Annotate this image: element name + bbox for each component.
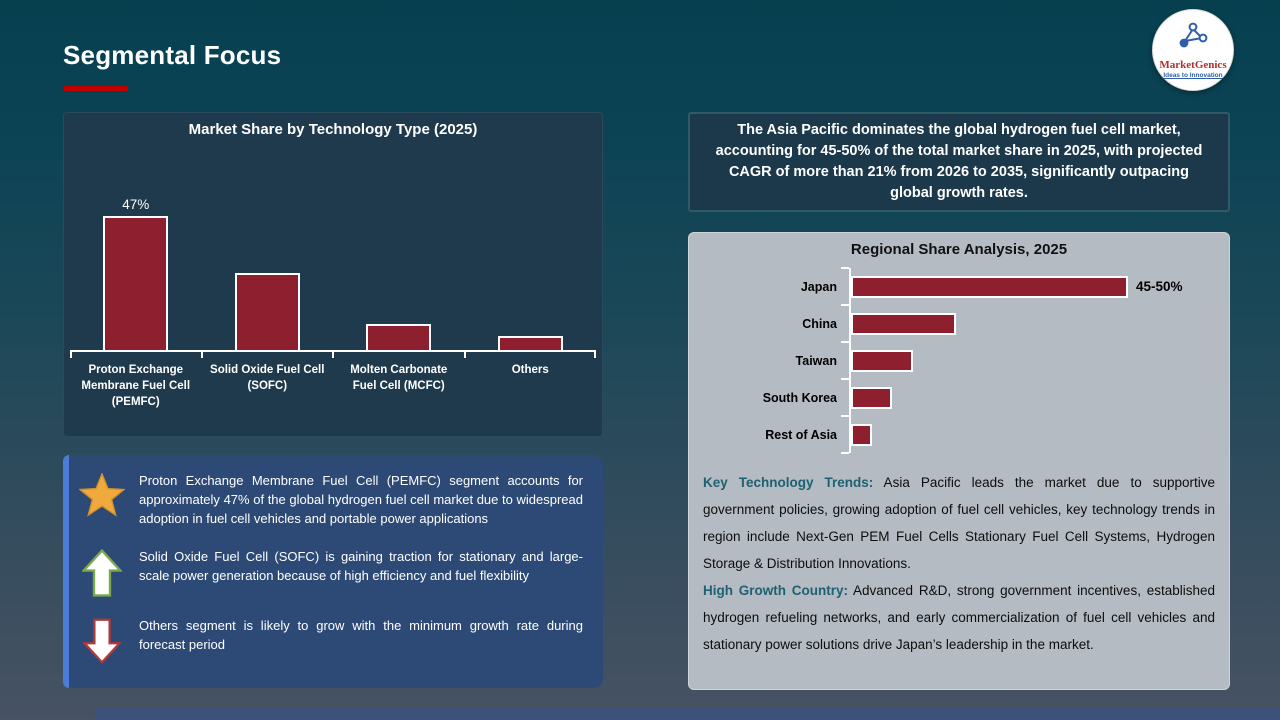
regional-bar-area	[841, 304, 1215, 342]
regional-bar-area	[841, 341, 1215, 379]
regional-axis-tick	[841, 341, 849, 343]
tech-axis-tick	[70, 352, 72, 358]
regional-bar	[851, 423, 872, 446]
tech-bar-column: 47%	[70, 153, 202, 350]
regional-bar-area: 45-50%	[841, 267, 1215, 305]
logo-tagline-text: Ideas to Innovation	[1163, 71, 1223, 79]
insights-box: Proton Exchange Membrane Fuel Cell (PEMF…	[63, 455, 603, 688]
technology-chart-title: Market Share by Technology Type (2025)	[188, 121, 478, 138]
page-title: Segmental Focus	[63, 40, 282, 70]
regional-chart-row: Taiwan	[703, 341, 1215, 379]
regional-axis-tick	[841, 415, 849, 417]
molecule-icon	[1176, 22, 1210, 57]
trend-paragraph-technology: Key Technology Trends: Asia Pacific lead…	[703, 469, 1215, 577]
logo-brand-text: MarketGenics	[1159, 58, 1227, 71]
insight-text-others: Others segment is likely to grow with th…	[139, 618, 583, 653]
technology-chart-panel: Market Share by Technology Type (2025) 4…	[63, 112, 603, 437]
trend-paragraph-country: High Growth Country: Advanced R&D, stron…	[703, 577, 1215, 658]
trends-text-block: Key Technology Trends: Asia Pacific lead…	[703, 469, 1215, 658]
regional-bar-area	[841, 378, 1215, 416]
regional-chart: Japan 45-50% China Taiwan South Korea Rest of…	[703, 267, 1215, 454]
regional-category-label: South Korea	[762, 390, 837, 405]
insight-row-others: Others segment is likely to grow with th…	[79, 616, 583, 665]
star-icon	[79, 471, 125, 528]
regional-chart-row: Rest of Asia	[703, 415, 1215, 454]
tech-bar	[234, 273, 300, 350]
regional-chart-row: Japan 45-50%	[703, 267, 1215, 305]
insight-text-sofc: Solid Oxide Fuel Cell (SOFC) is gaining …	[139, 549, 583, 584]
down-arrow-icon	[79, 616, 125, 665]
tech-bar	[497, 335, 563, 350]
technology-chart-plot: 47%	[70, 153, 597, 358]
regional-analysis-panel: Regional Share Analysis, 2025 Japan 45-50…	[688, 232, 1230, 690]
asia-pacific-callout-text: The Asia Pacific dominates the global hy…	[715, 121, 1203, 202]
asia-pacific-callout: The Asia Pacific dominates the global hy…	[688, 112, 1230, 212]
tech-axis-tick	[332, 352, 334, 358]
marketgenics-logo: MarketGenics Ideas to Innovation	[1152, 9, 1234, 91]
trend-lead-country: High Growth Country:	[703, 583, 848, 598]
regional-category-label: Taiwan	[795, 353, 837, 368]
insight-row-pemfc: Proton Exchange Membrane Fuel Cell (PEMF…	[79, 471, 583, 528]
regional-bar	[851, 275, 1128, 298]
tech-axis-tick	[594, 352, 596, 358]
tech-bar	[103, 216, 169, 350]
insight-text-pemfc: Proton Exchange Membrane Fuel Cell (PEMF…	[139, 473, 583, 527]
trend-body-technology: Asia Pacific leads the market due to sup…	[703, 475, 1215, 571]
regional-axis-tick	[841, 452, 849, 454]
tech-bar-column	[465, 153, 597, 350]
tech-category-label: Proton Exchange Membrane Fuel Cell (PEMF…	[81, 364, 191, 409]
tech-bar	[366, 324, 432, 350]
bottom-accent-bar	[95, 707, 1280, 720]
regional-category-label: Japan	[800, 279, 837, 294]
regional-bar-area	[841, 415, 1215, 454]
trend-lead-technology: Key Technology Trends:	[703, 475, 874, 490]
regional-chart-row: South Korea	[703, 378, 1215, 416]
regional-axis-tick	[841, 304, 849, 306]
regional-bar-data-label: 45-50%	[1136, 279, 1183, 294]
tech-bar-data-label: 47%	[122, 197, 150, 212]
regional-category-label: Rest of Asia	[765, 427, 837, 442]
title-underline	[64, 86, 128, 91]
tech-bar-column	[333, 153, 465, 350]
regional-bar	[851, 312, 956, 335]
regional-bar	[851, 386, 892, 409]
tech-axis-tick	[200, 352, 203, 358]
regional-category-label: China	[802, 316, 837, 331]
tech-axis-tick	[463, 352, 466, 358]
tech-bar-column	[202, 153, 334, 350]
tech-category-label: Molten Carbonate Fuel Cell (MCFC)	[350, 364, 448, 393]
regional-chart-title: Regional Share Analysis, 2025	[850, 241, 1068, 258]
regional-chart-row: China	[703, 304, 1215, 342]
regional-axis-tick	[841, 267, 849, 269]
trend-body-country: Advanced R&D, strong government incentiv…	[703, 583, 1215, 652]
technology-chart-category-labels: Proton Exchange Membrane Fuel Cell (PEMF…	[70, 362, 596, 410]
up-arrow-icon	[79, 547, 125, 597]
tech-category-label: Others	[511, 364, 549, 376]
insight-row-sofc: Solid Oxide Fuel Cell (SOFC) is gaining …	[79, 547, 583, 597]
tech-category-label: Solid Oxide Fuel Cell (SOFC)	[210, 364, 325, 393]
regional-axis-tick	[841, 378, 849, 380]
regional-bar	[851, 349, 913, 372]
